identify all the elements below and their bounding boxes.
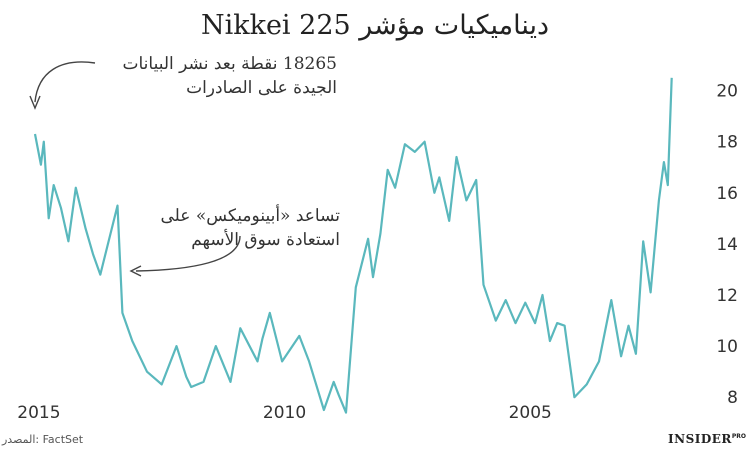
y-tick-label: 12 (716, 286, 738, 306)
arrow-abenomics (135, 235, 241, 272)
source-note: المصدر: FactSet (2, 433, 84, 446)
annotation-exports-line1: 18265 نقطة بعد نشر البيانات (122, 54, 338, 74)
annotation-abenomics-line1: تساعد «أبينوميكس» على (160, 206, 341, 226)
arrow-exports (34, 61, 96, 103)
y-tick-label: 8 (727, 388, 738, 408)
brand-logo: INSIDERPRO (668, 432, 746, 446)
x-tick-label: 2010 (263, 403, 306, 423)
annotation-arrows (29, 61, 241, 277)
series-group (33, 77, 673, 414)
y-tick-label: 20 (716, 82, 738, 102)
series-line (33, 77, 673, 414)
y-tick-label: 16 (716, 184, 738, 204)
y-tick-label: 14 (716, 235, 738, 255)
x-tick-label: 2015 (17, 403, 60, 423)
y-axis: 8 10 12 14 16 18 20 (716, 82, 738, 409)
annotation-exports-line2: الجيدة على الصادرات (186, 78, 337, 98)
x-tick-label: 2005 (509, 403, 552, 423)
annotation-abenomics-line2: استعادة سوق الأسهم (191, 230, 340, 250)
x-axis: 2015 2010 2005 (17, 403, 552, 423)
y-tick-label: 18 (716, 133, 738, 153)
logo-text: INSIDER (667, 432, 732, 446)
chart-title: ديناميكيات مؤشر Nikkei 225 (200, 10, 550, 41)
annotation-abenomics: تساعد «أبينوميكس» على استعادة سوق الأسهم (161, 204, 341, 252)
arrowhead-abenomics (129, 265, 142, 277)
y-tick-label: 10 (716, 337, 738, 357)
arrowhead-exports (29, 95, 41, 110)
annotation-exports: 18265 نقطة بعد نشر البيانات الجيدة على ا… (123, 52, 338, 100)
logo-sup: PRO (731, 433, 746, 440)
